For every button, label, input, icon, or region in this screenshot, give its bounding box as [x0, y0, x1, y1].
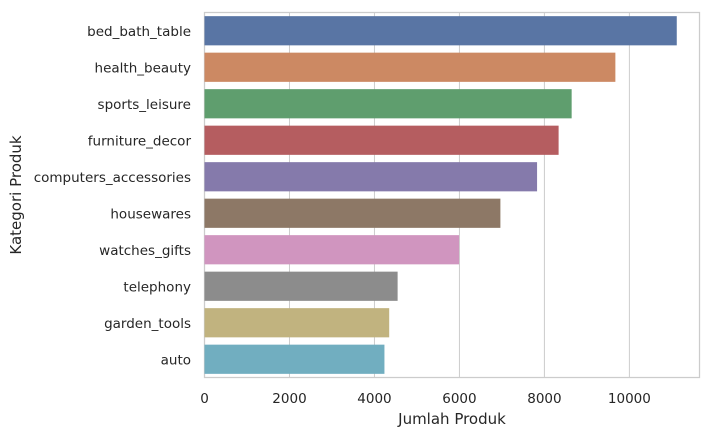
x-tick-label: 8000	[527, 391, 561, 407]
category-labels: bed_bath_table health_beauty sports_leisur…	[34, 24, 192, 369]
bar-garden_tools	[204, 308, 390, 338]
category-label: health_beauty	[95, 60, 191, 76]
x-tick-label: 2000	[272, 391, 306, 407]
x-tick-label: 4000	[357, 391, 391, 407]
bar-telephony	[204, 271, 398, 301]
category-label: telephony	[123, 279, 191, 295]
category-label: watches_gifts	[99, 243, 191, 259]
x-tick-label: 10000	[608, 391, 651, 407]
category-label: garden_tools	[104, 316, 191, 332]
category-label: computers_accessories	[34, 170, 191, 186]
bar-watches_gifts	[204, 235, 460, 265]
x-axis-title: Jumlah Produk	[397, 410, 506, 428]
bar-bed_bath_table	[204, 16, 677, 46]
category-label: sports_leisure	[98, 97, 191, 113]
category-label: bed_bath_table	[87, 24, 191, 40]
y-axis-title: Kategori Produk	[7, 135, 25, 255]
x-tick-label: 0	[200, 391, 209, 407]
bar-furniture_decor	[204, 125, 559, 155]
bar-sports_leisure	[204, 89, 572, 119]
x-tick-labels: 0 2000 4000 6000 8000 10000	[200, 391, 651, 407]
bar-auto	[204, 344, 385, 374]
bars	[204, 16, 677, 374]
bar-computers_accessories	[204, 162, 538, 192]
category-label: auto	[161, 352, 191, 368]
bar-health_beauty	[204, 52, 616, 82]
category-label: furniture_decor	[88, 133, 192, 149]
category-label: housewares	[110, 206, 191, 222]
bar-housewares	[204, 198, 501, 228]
x-tick-label: 6000	[442, 391, 476, 407]
